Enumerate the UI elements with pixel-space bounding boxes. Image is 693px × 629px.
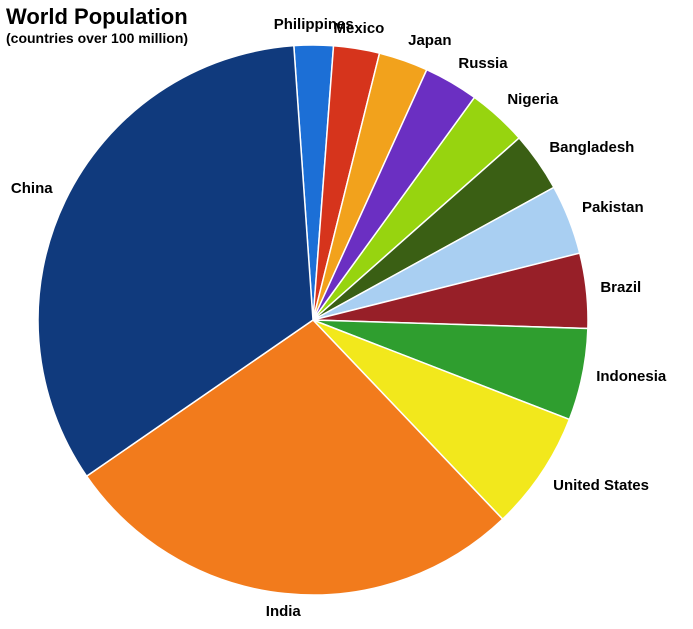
slice-label-japan: Japan — [408, 32, 451, 49]
slice-label-bangladesh: Bangladesh — [549, 139, 634, 156]
chart-container: World Population (countries over 100 mil… — [0, 0, 693, 629]
chart-title: World Population — [6, 4, 188, 30]
slice-label-indonesia: Indonesia — [596, 368, 666, 385]
slice-label-mexico: Mexico — [333, 20, 384, 37]
slice-label-china: China — [11, 180, 53, 197]
slice-label-united-states: United States — [553, 477, 649, 494]
slice-label-russia: Russia — [458, 55, 507, 72]
slice-label-pakistan: Pakistan — [582, 199, 644, 216]
slice-label-india: India — [266, 603, 301, 620]
chart-subtitle: (countries over 100 million) — [6, 30, 188, 46]
slice-label-brazil: Brazil — [600, 279, 641, 296]
pie-chart — [0, 0, 693, 629]
slice-label-nigeria: Nigeria — [507, 91, 558, 108]
